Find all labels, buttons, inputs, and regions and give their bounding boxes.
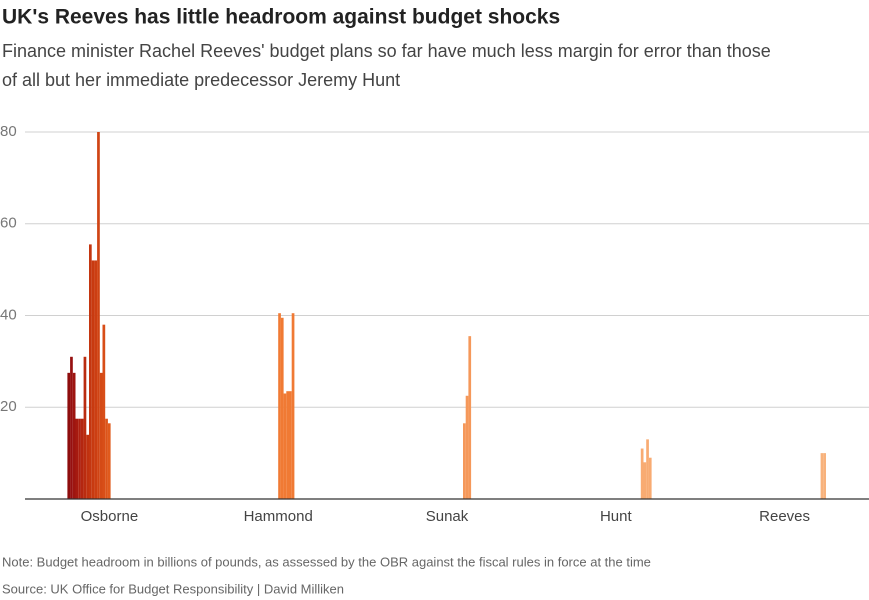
bar <box>72 372 76 499</box>
bar <box>286 391 289 499</box>
x-tick-label: Sunak <box>426 508 469 525</box>
chart-subtitle: of all but her immediate predecessor Jer… <box>2 70 400 90</box>
bar <box>640 448 644 499</box>
chart-title: UK's Reeves has little headroom against … <box>2 6 560 29</box>
bar <box>67 372 71 499</box>
bar <box>465 395 469 499</box>
bar <box>643 462 647 499</box>
bar <box>289 391 292 499</box>
chart-subtitle: Finance minister Rachel Reeves' budget p… <box>2 41 771 61</box>
bar <box>83 356 87 499</box>
bar <box>646 439 649 499</box>
x-tick-label: Osborne <box>81 508 139 525</box>
bar <box>80 418 84 499</box>
bar <box>278 313 281 499</box>
bar <box>280 317 284 499</box>
bar <box>107 423 111 499</box>
bar <box>283 393 287 499</box>
bar <box>105 418 108 499</box>
x-tick-label: Hammond <box>244 508 313 525</box>
y-tick-label: 20 <box>0 398 17 415</box>
bar <box>94 260 98 499</box>
bar <box>102 324 106 499</box>
bar <box>823 453 826 499</box>
bar <box>89 244 92 499</box>
bar <box>648 457 652 499</box>
bar <box>91 260 95 499</box>
source: Source: UK Office for Budget Responsibil… <box>2 581 344 596</box>
bar <box>468 336 472 499</box>
y-tick-label: 40 <box>0 306 17 323</box>
y-tick-label: 60 <box>0 215 17 232</box>
bar <box>86 434 89 499</box>
bar <box>820 453 824 499</box>
bar <box>78 418 81 499</box>
bar <box>75 418 79 499</box>
bar <box>70 356 73 499</box>
bar <box>291 313 295 499</box>
x-tick-label: Hunt <box>600 508 633 525</box>
y-tick-label: 80 <box>0 123 17 140</box>
bar <box>97 132 100 499</box>
bar <box>99 372 103 499</box>
note: Note: Budget headroom in billions of pou… <box>2 554 651 569</box>
bar <box>463 423 466 499</box>
x-tick-label: Reeves <box>759 508 810 525</box>
